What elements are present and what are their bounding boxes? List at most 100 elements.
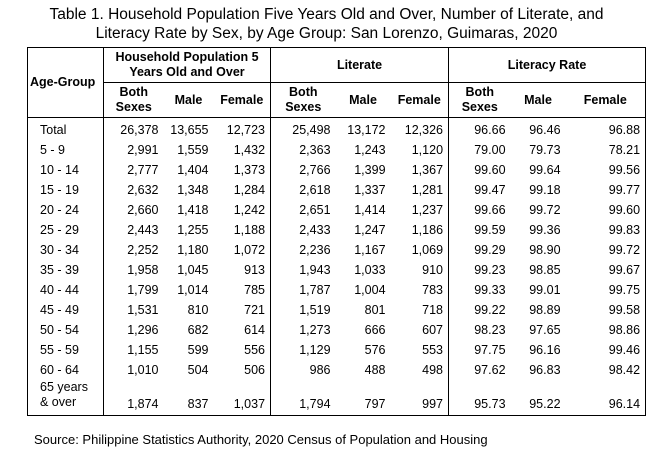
cell-value: 1,069 — [390, 240, 450, 260]
cell-value: 98.42 — [608, 363, 641, 377]
group-header: Household Population 5 Years Old and Ove… — [103, 47, 272, 83]
cell-value: 95.73 — [474, 397, 506, 411]
column-header: Male — [163, 82, 214, 118]
cell-value: 1,255 — [177, 223, 209, 237]
table-row: 35 - 39 1,958 1,045 913 1,943 1,033 910 99.23 98… — [27, 260, 646, 280]
row-label: 50 - 54 — [27, 320, 104, 340]
cell-value: 99.46 — [608, 343, 641, 357]
cell-value: 2,991 — [127, 143, 159, 157]
cell-value: 78.21 — [608, 143, 641, 157]
cell-value: 98.86 — [608, 323, 641, 337]
cell-value: 99.67 — [608, 263, 641, 277]
cell-value: 810 — [187, 303, 209, 317]
cell-value: 576 — [364, 343, 386, 357]
cell-value: 96.14 — [608, 397, 641, 411]
cell-value: 1,284 — [213, 180, 272, 200]
column-header: Both Sexes — [103, 82, 164, 118]
cell-value: 1,296 — [127, 323, 159, 337]
cell-value: 98.23 — [474, 323, 506, 337]
cell-value: 721 — [213, 300, 272, 320]
cell-value: 614 — [213, 320, 272, 340]
cell-value: 1,794 — [299, 397, 331, 411]
table-row: 5 - 9 2,991 1,559 1,432 2,363 1,243 1,120 79.00… — [27, 140, 646, 160]
cell-value: 797 — [364, 397, 386, 411]
cell-value: 25,498 — [292, 123, 331, 137]
cell-value: 1,243 — [354, 143, 386, 157]
header-row: Age-Group Household Population 5 Years Ol… — [27, 47, 646, 118]
cell-value: 99.60 — [608, 203, 641, 217]
cell-value: 1,188 — [213, 220, 272, 240]
cell-value: 506 — [213, 360, 272, 380]
cell-value: 1,519 — [299, 303, 331, 317]
cell-value: 2,433 — [299, 223, 331, 237]
cell-value: 2,363 — [299, 143, 331, 157]
cell-value: 96.66 — [474, 123, 506, 137]
cell-value: 1,559 — [177, 143, 209, 157]
cell-value: 1,432 — [213, 140, 272, 160]
cell-value: 1,399 — [354, 163, 386, 177]
cell-value: 1,943 — [299, 263, 331, 277]
table-row: 10 - 14 2,777 1,404 1,373 2,766 1,399 1,367 99.… — [27, 160, 646, 180]
cell-value: 2,632 — [127, 183, 159, 197]
table-row: 25 - 29 2,443 1,255 1,188 2,433 1,247 1,186 99.… — [27, 220, 646, 240]
cell-value: 99.22 — [474, 303, 506, 317]
table-row: 40 - 44 1,799 1,014 785 1,787 1,004 783 99.33 99… — [27, 280, 646, 300]
column-header: Female — [565, 82, 646, 118]
cell-value: 1,348 — [177, 183, 209, 197]
cell-value: 997 — [390, 380, 450, 416]
table-row: 50 - 54 1,296 682 614 1,273 666 607 98.23 97.65 9… — [27, 320, 646, 340]
cell-value: 785 — [213, 280, 272, 300]
cell-value: 504 — [187, 363, 209, 377]
cell-value: 99.47 — [474, 183, 506, 197]
cell-value: 1,242 — [213, 200, 272, 220]
cell-value: 99.77 — [608, 183, 641, 197]
row-header: Age-Group — [27, 47, 104, 118]
column-header: Male — [510, 82, 566, 118]
cell-value: 1,155 — [127, 343, 159, 357]
cell-value: 1,180 — [177, 243, 209, 257]
cell-value: 1,418 — [177, 203, 209, 217]
cell-value: 1,033 — [354, 263, 386, 277]
table-row: 65 years & over 1,874 837 1,037 1,794 797 997 9… — [27, 380, 646, 416]
cell-value: 79.00 — [474, 143, 506, 157]
cell-value: 783 — [390, 280, 450, 300]
cell-value: 1,045 — [177, 263, 209, 277]
cell-value: 96.83 — [529, 363, 561, 377]
cell-value: 99.72 — [529, 203, 561, 217]
cell-value: 96.46 — [529, 123, 561, 137]
table-title: Table 1. Household Population Five Years… — [0, 5, 653, 43]
cell-value: 2,618 — [299, 183, 331, 197]
table-row: 15 - 19 2,632 1,348 1,284 2,618 1,337 1,281 99.… — [27, 180, 646, 200]
cell-value: 718 — [390, 300, 450, 320]
cell-value: 12,326 — [390, 117, 450, 140]
table-row: 30 - 34 2,252 1,180 1,072 2,236 1,167 1,069 99.… — [27, 240, 646, 260]
header-row: Both Sexes Male Female Both Sexes Male Female… — [28, 82, 646, 118]
cell-value: 801 — [364, 303, 386, 317]
cell-value: 99.36 — [529, 223, 561, 237]
cell-value: 2,777 — [127, 163, 159, 177]
column-header: Male — [335, 82, 391, 118]
cell-value: 1,367 — [390, 160, 450, 180]
cell-value: 1,874 — [127, 397, 159, 411]
cell-value: 98.90 — [529, 243, 561, 257]
column-header: Both Sexes — [448, 82, 511, 118]
group-header: Literacy Rate — [448, 47, 646, 83]
cell-value: 1,037 — [213, 380, 272, 416]
cell-value: 1,337 — [354, 183, 386, 197]
cell-value: 1,167 — [354, 243, 386, 257]
cell-value: 99.64 — [529, 163, 561, 177]
cell-value: 1,281 — [390, 180, 450, 200]
cell-value: 98.85 — [529, 263, 561, 277]
cell-value: 1,072 — [213, 240, 272, 260]
cell-value: 1,404 — [177, 163, 209, 177]
cell-value: 2,766 — [299, 163, 331, 177]
cell-value: 498 — [390, 360, 450, 380]
cell-value: 13,172 — [347, 123, 386, 137]
row-label: Total — [27, 117, 104, 140]
cell-value: 99.29 — [474, 243, 506, 257]
title-line: Table 1. Household Population Five Years… — [49, 6, 604, 23]
cell-value: 488 — [364, 363, 386, 377]
row-label: 15 - 19 — [27, 180, 104, 200]
cell-value: 99.60 — [474, 163, 506, 177]
cell-value: 2,252 — [127, 243, 159, 257]
